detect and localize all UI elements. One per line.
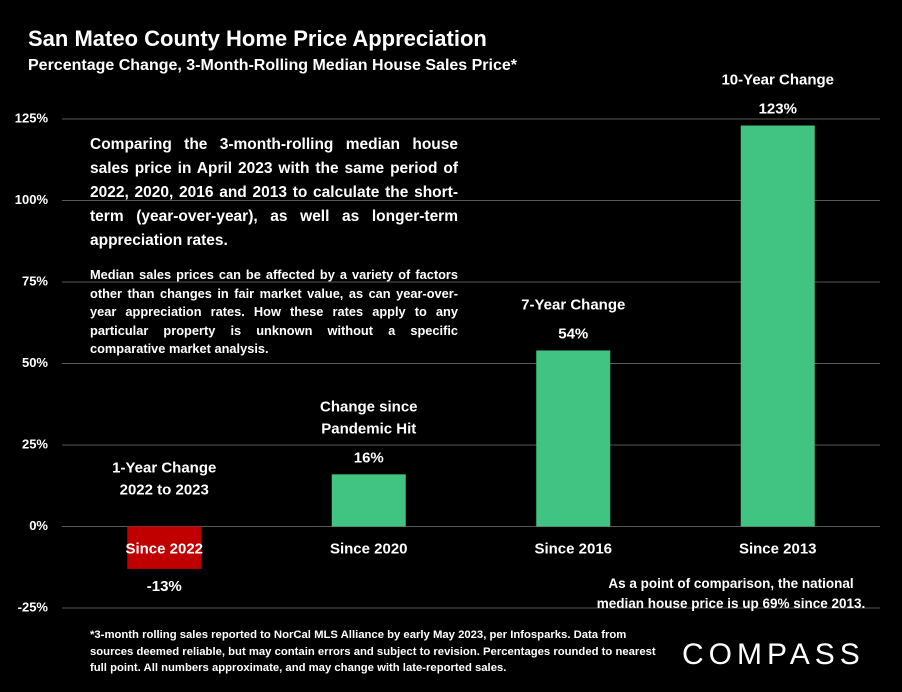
- bar-annotation: 1-Year Change: [112, 459, 216, 476]
- value-label: 54%: [558, 325, 588, 342]
- y-tick-label: 25%: [22, 436, 48, 451]
- bar: [536, 350, 611, 527]
- chart-title: San Mateo County Home Price Appreciation: [28, 26, 487, 51]
- y-tick-label: 125%: [15, 110, 49, 125]
- x-tick-label: Since 2013: [739, 540, 817, 557]
- bar-annotation: Pandemic Hit: [321, 420, 416, 437]
- bar: [127, 526, 202, 569]
- bar: [331, 474, 406, 527]
- bar-annotation: Change since: [320, 398, 418, 415]
- bar-annotation: 7-Year Change: [521, 296, 625, 313]
- description: Median sales prices can be affected by a…: [90, 267, 458, 356]
- value-label: -13%: [147, 578, 182, 595]
- value-label: 16%: [354, 449, 384, 466]
- y-tick-label: 0%: [29, 518, 48, 533]
- value-label: 123%: [759, 100, 797, 117]
- x-tick-label: Since 2016: [534, 540, 612, 557]
- logo: COMPASS: [682, 638, 865, 671]
- comparison-note: As a point of comparison, the national m…: [596, 576, 866, 611]
- x-tick-label: Since 2022: [125, 540, 203, 557]
- chart-subtitle: Percentage Change, 3-Month-Rolling Media…: [28, 57, 518, 74]
- description: Comparing the 3-month-rolling median hou…: [90, 136, 458, 249]
- x-tick-label: Since 2020: [330, 540, 408, 557]
- bar-annotation: 2022 to 2023: [120, 481, 209, 498]
- y-tick-label: 50%: [22, 355, 48, 370]
- bar-annotation: 10-Year Change: [721, 71, 834, 88]
- y-tick-label: 100%: [15, 192, 49, 207]
- bar: [740, 125, 815, 527]
- y-tick-label: -25%: [18, 599, 49, 614]
- footnote: *3-month rolling sales reported to NorCa…: [90, 629, 656, 674]
- y-tick-label: 75%: [22, 273, 48, 288]
